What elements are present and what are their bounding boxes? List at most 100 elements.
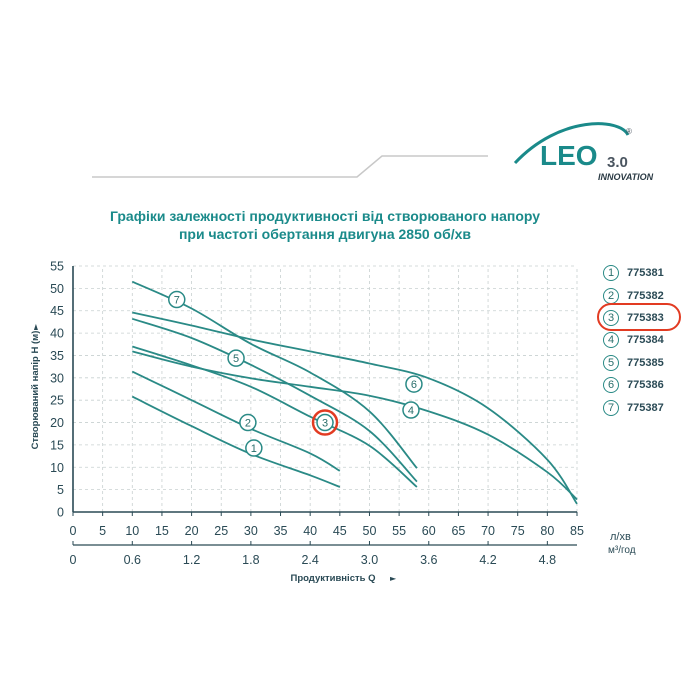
x2-tick-label: 4.2 [479, 553, 496, 567]
legend-item-6: 6 775386 [603, 374, 698, 396]
series-line-6 [132, 311, 578, 505]
x-tick-label: 15 [155, 524, 169, 538]
x-axis-label: Продуктивність Q [290, 573, 375, 584]
logo-version: 3.0 [607, 154, 628, 171]
x-tick-label: 35 [274, 524, 288, 538]
logo-registered: ® [626, 127, 632, 136]
y-tick-label: 55 [50, 260, 64, 274]
y-tick-label: 15 [50, 438, 64, 452]
x-tick-label: 45 [333, 524, 347, 538]
y-tick-label: 45 [50, 304, 64, 318]
y-tick-label: 25 [50, 394, 64, 408]
series-line-4 [132, 350, 578, 501]
series-badge-highlight [311, 409, 339, 436]
x-tick-label: 20 [185, 524, 199, 538]
legend-model-code: 775384 [627, 334, 664, 347]
legend-badge: 7 [603, 399, 619, 416]
series-badge-4 [402, 401, 420, 419]
y-axis-arrow: ► [31, 323, 40, 330]
y-tick-label: 40 [50, 327, 64, 341]
series-badge-label-4: 4 [408, 405, 414, 417]
x2-unit-label: м³/год [608, 545, 636, 556]
series-badge-label-2: 2 [245, 418, 251, 430]
y-axis-label: Створюваний напір H (м) [30, 331, 41, 450]
series-badge-label-1: 1 [251, 443, 257, 455]
x-unit-label: л/хв [610, 531, 631, 543]
x2-tick-label: 0.6 [124, 553, 141, 567]
series-badge-7 [168, 290, 186, 309]
x-tick-label: 10 [125, 524, 139, 538]
legend-item-7: 7 775387 [603, 396, 698, 418]
legend-model-code: 775385 [627, 356, 664, 369]
y-tick-label: 5 [57, 483, 64, 497]
legend-badge: 6 [603, 377, 619, 394]
legend-badge: 4 [603, 332, 619, 349]
x-tick-label: 50 [363, 524, 377, 538]
series-badge-label-6: 6 [411, 379, 417, 391]
x-axis-arrow: ► [390, 574, 397, 583]
y-tick-label: 0 [57, 506, 64, 520]
legend-model-code: 775387 [627, 401, 664, 414]
series-line-1 [131, 395, 341, 488]
series-badge-3 [316, 413, 334, 432]
x-tick-label: 65 [451, 524, 465, 538]
series-badge-label-7: 7 [174, 295, 180, 307]
series-curves: 1 2 3 4 5 6 7 [131, 280, 578, 505]
x2-tick-label: 4.8 [539, 553, 556, 567]
series-line-5 [132, 317, 418, 483]
legend-badge: 5 [603, 354, 619, 371]
legend-item-1: 1 775381 [603, 262, 698, 284]
x-tick-label: 40 [303, 524, 317, 538]
legend-item-4: 4 775384 [603, 329, 698, 351]
y-tick-label: 30 [50, 371, 64, 385]
x-tick-label: 80 [540, 524, 554, 538]
legend-model-code: 775383 [627, 311, 664, 324]
y-tick-label: 50 [50, 282, 64, 296]
logo-brand: LEO [540, 140, 598, 171]
legend-badge: 1 [603, 265, 619, 282]
legend-model-code: 775382 [627, 289, 664, 302]
series-badge-1 [245, 439, 263, 457]
series-badge-label-3: 3 [322, 418, 328, 430]
x-tick-label: 55 [392, 524, 406, 538]
chart-title: Графіки залежності продуктивності від ст… [109, 208, 541, 224]
y-tick-label: 10 [50, 461, 64, 475]
x2-tick-label: 1.8 [242, 553, 259, 567]
y-tick-label: 20 [50, 416, 64, 430]
x2-tick-label: 2.4 [301, 553, 318, 567]
x-tick-label: 25 [214, 524, 228, 538]
logo-tagline: INNOVATION [598, 172, 654, 182]
x-tick-label: 85 [570, 524, 584, 538]
legend-model-code: 775386 [627, 379, 664, 392]
x-tick-label: 5 [99, 524, 106, 538]
grid-lines [73, 265, 578, 512]
series-badge-label-5: 5 [233, 353, 239, 365]
x-tick-label: 0 [70, 524, 77, 538]
y-tick-labels: 0 5 10 15 20 25 30 35 40 45 50 55 [50, 260, 64, 520]
x-tick-label: 30 [244, 524, 258, 538]
series-badge-6 [405, 375, 423, 393]
x2-tick-labels: 0 0.6 1.2 1.8 2.4 3.0 3.6 4.2 4.8 [70, 553, 557, 567]
x2-tick-label: 1.2 [183, 553, 200, 567]
x-tick-labels: 0 5 10 15 20 25 30 35 40 45 50 55 60 65 70 75 80 85 [70, 524, 584, 538]
series-line-7 [131, 280, 418, 469]
series-line-3 [132, 345, 418, 488]
legend: 1 775381 2 775382 3 775383 4 775384 5 775385 6 7753… [597, 262, 698, 419]
y-tick-label: 35 [50, 349, 64, 363]
x-tick-label: 75 [511, 524, 525, 538]
leo-logo: LEO 3.0 INNOVATION ® [540, 127, 654, 182]
x-tick-label: 70 [481, 524, 495, 538]
series-badge-2 [239, 413, 257, 432]
x2-tick-label: 0 [70, 553, 77, 567]
series-badge-5 [227, 349, 245, 367]
legend-badge: 3 [603, 309, 619, 326]
axes [72, 266, 578, 546]
x-tick-label: 60 [422, 524, 436, 538]
header-swoosh [92, 122, 630, 178]
legend-item-5: 5 775385 [603, 352, 698, 374]
x2-tick-label: 3.6 [420, 553, 437, 567]
x2-tick-label: 3.0 [361, 553, 378, 567]
chart-subtitle: при частоті обертання двигуна 2850 об/хв [178, 226, 472, 242]
legend-badge: 2 [603, 287, 619, 304]
